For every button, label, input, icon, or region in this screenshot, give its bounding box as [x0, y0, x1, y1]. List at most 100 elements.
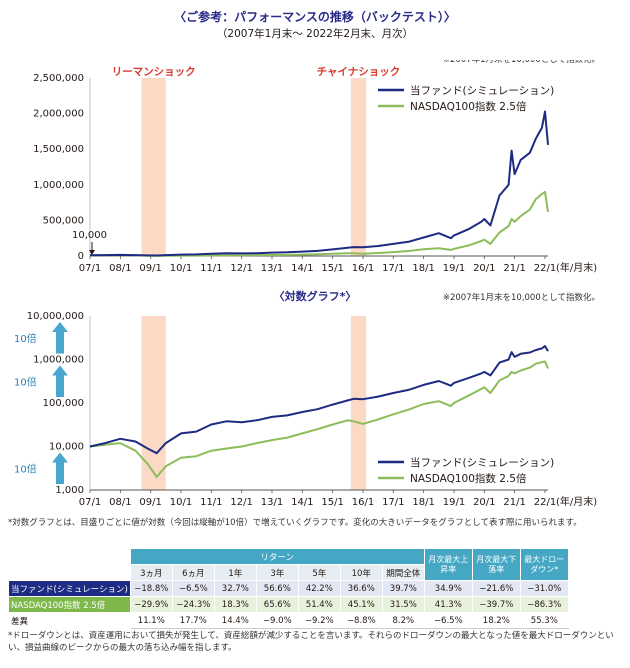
x-tick-label: 09/1 [139, 263, 161, 274]
y-tick-label: 10,000,000 [27, 311, 84, 322]
y-tick-label: 1,000,000 [33, 355, 84, 366]
table-cell: −24.3% [171, 596, 215, 613]
x-tick-label: 12/1 [230, 497, 252, 508]
legend-label-1: NASDAQ100指数 2.5倍 [410, 100, 527, 113]
linear-chart: 2,500,000 2,000,000 1,500,000 1,000,000 500,… [33, 60, 600, 274]
table-cell: 36.6% [339, 580, 383, 597]
table-cell: 65.6% [255, 596, 299, 613]
table-cell: 42.2% [297, 580, 341, 597]
table-row: 差異 11.1% 17.7% 14.4% −9.0% −9.2% −8.8% 8.2% −6.5… [8, 612, 569, 629]
x-tick-label: 10/1 [170, 263, 192, 274]
table-period-header: 10年 [339, 564, 383, 581]
y-tick-label: 2,000,000 [33, 109, 84, 120]
table-cell: −8.8% [339, 612, 383, 629]
ten-times-arrow-1 [52, 365, 68, 397]
x-axis-label: (年/月末) [556, 261, 597, 274]
x-tick-label: 07/1 [79, 497, 101, 508]
x-tick-label: 11/1 [200, 263, 222, 274]
index-note: ※2007年1月末を10,000として指数化。 [443, 60, 600, 65]
table-cell: 11.1% [129, 612, 173, 629]
table-cell: −9.2% [297, 612, 341, 629]
ten-times-label-0: 10倍 [14, 462, 37, 475]
log-chart: 〈対数グラフ*〉 10,000,000 1,000,000 100,000 10,000… [14, 289, 600, 508]
table-period-header: 1年 [213, 564, 257, 581]
x-tick-label: 08/1 [109, 263, 131, 274]
y-tick-label: 1,500,000 [33, 144, 84, 155]
shaded-period-1 [350, 78, 367, 256]
y-tick-label: 1,000 [55, 485, 84, 496]
shaded-period-label-1: チャイナショック [317, 66, 401, 78]
table-row: NASDAQ100指数 2.5倍 −29.9% −24.3% 18.3% 65.6% 51… [8, 596, 569, 613]
x-tick-label: 18/1 [412, 263, 434, 274]
table-extra-header: 月次最大下落率 [471, 548, 521, 581]
x-tick-label: 15/1 [321, 263, 343, 274]
table-cell: 8.2% [381, 612, 425, 629]
page-subtitle: （2007年1月末～ 2022年2月末、月次） [216, 28, 414, 40]
x-tick-label: 16/1 [352, 497, 374, 508]
x-axis-label: (年/月末) [556, 495, 597, 508]
y-tick-label: 1,000,000 [33, 180, 84, 191]
shaded-period-0 [141, 78, 166, 256]
table-period-header: 6ヵ月 [171, 564, 215, 581]
legend-label-0: 当ファンド(シミュレーション) [410, 84, 554, 97]
table-cell: 39.7% [381, 580, 425, 597]
x-tick-label: 07/1 [79, 263, 101, 274]
table-cell: 56.6% [255, 580, 299, 597]
x-tick-label: 13/1 [261, 497, 283, 508]
table-cell: 14.4% [213, 612, 257, 629]
y-tick-label: 100,000 [43, 398, 84, 409]
legend-label-0: 当ファンド(シミュレーション) [410, 456, 554, 469]
x-tick-label: 16/1 [352, 263, 374, 274]
table-cell: 18.2% [471, 612, 521, 629]
table-group-header: リターン [129, 548, 425, 565]
start-annotation-arrowhead [89, 250, 95, 255]
x-tick-label: 12/1 [230, 263, 252, 274]
start-annotation: 10,000 [72, 230, 107, 241]
x-tick-label: 15/1 [321, 497, 343, 508]
x-tick-label: 17/1 [382, 263, 404, 274]
series-line-0 [89, 345, 549, 455]
x-tick-label: 22/1 [534, 263, 556, 274]
table-period-header: 5年 [297, 564, 341, 581]
log-chart-title: 〈対数グラフ*〉 [274, 289, 357, 303]
table-corner [8, 548, 131, 581]
table-period-header: 3年 [255, 564, 299, 581]
shaded-period-1 [350, 316, 367, 490]
table-period-header: 期間全体 [381, 564, 425, 581]
table-row: 当ファンド(シミュレーション) −18.8% −6.5% 32.7% 56.6% 42.2… [8, 580, 569, 597]
table-extra-header: 月次最大上昇率 [423, 548, 473, 581]
table-cell: −86.3% [519, 596, 569, 613]
shaded-period-0 [141, 316, 166, 490]
index-note: ※2007年1月末を10,000として指数化。 [443, 292, 600, 303]
table-cell: 34.9% [423, 580, 473, 597]
x-tick-label: 19/1 [443, 263, 465, 274]
x-tick-label: 21/1 [503, 263, 525, 274]
x-tick-label: 19/1 [443, 497, 465, 508]
table-period-header: 3ヵ月 [129, 564, 173, 581]
table-cell: 17.7% [171, 612, 215, 629]
table-cell: 18.3% [213, 596, 257, 613]
legend-label-1: NASDAQ100指数 2.5倍 [410, 472, 527, 485]
table-row-label: NASDAQ100指数 2.5倍 [8, 596, 131, 613]
table-cell: −9.0% [255, 612, 299, 629]
table-cell: −29.9% [129, 596, 173, 613]
table-cell: 41.3% [423, 596, 473, 613]
series-line-1 [89, 360, 549, 478]
x-tick-label: 10/1 [170, 497, 192, 508]
table-cell: 45.1% [339, 596, 383, 613]
x-tick-label: 11/1 [200, 497, 222, 508]
x-tick-label: 21/1 [503, 497, 525, 508]
series-line-0 [89, 110, 549, 257]
x-tick-label: 08/1 [109, 497, 131, 508]
x-tick-label: 17/1 [382, 497, 404, 508]
x-tick-label: 20/1 [473, 497, 495, 508]
table-row-label: 差異 [8, 612, 131, 629]
x-tick-label: 14/1 [291, 263, 313, 274]
y-tick-label: 2,500,000 [33, 73, 84, 84]
shaded-period-label-0: リーマンショック [112, 66, 196, 78]
ten-times-arrow-2 [52, 322, 68, 354]
table-cell: −6.5% [171, 580, 215, 597]
returns-table: リターン 月次最大上昇率 月次最大下落率 最大ドローダウン* 3ヵ月 6ヵ月 1年 3年 5年 1… [8, 548, 569, 629]
x-tick-label: 22/1 [534, 497, 556, 508]
table-cell: −18.8% [129, 580, 173, 597]
